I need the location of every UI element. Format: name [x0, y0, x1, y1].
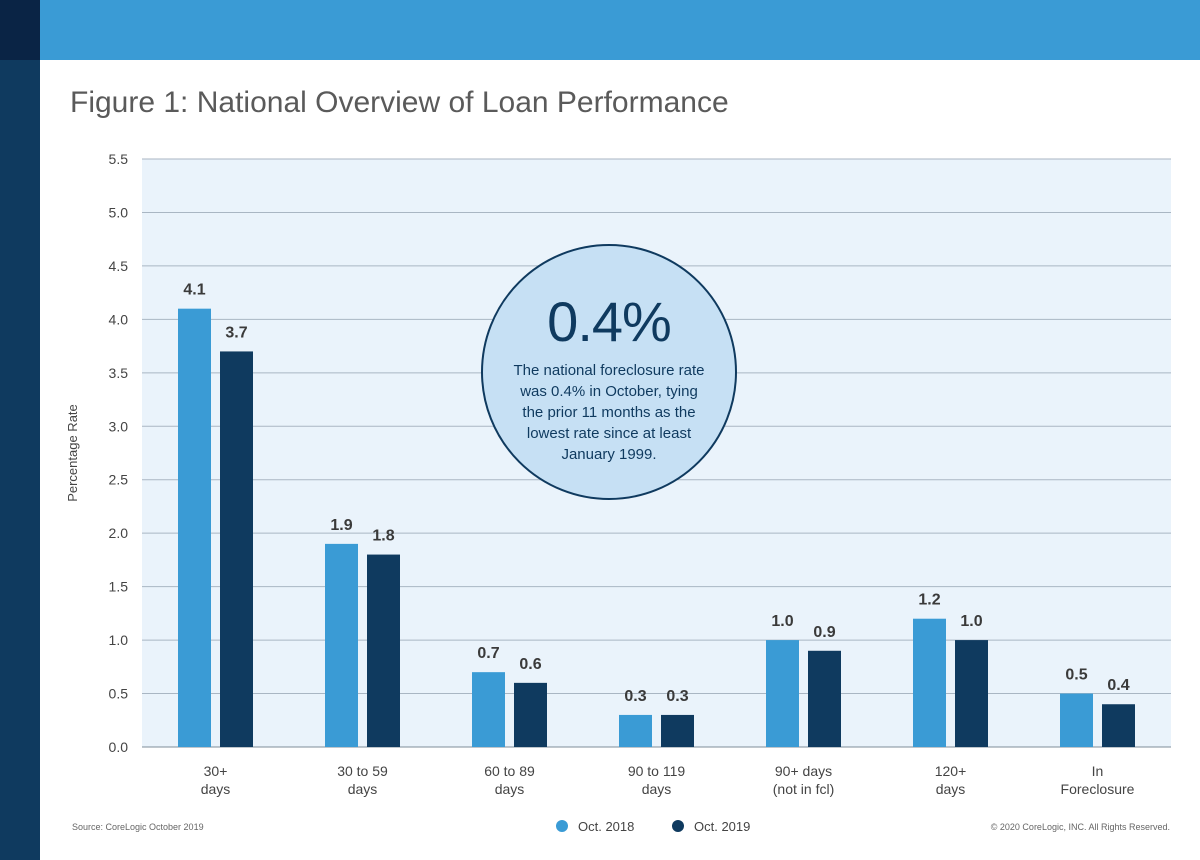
legend-dot-icon	[556, 820, 568, 832]
page-title: Figure 1: National Overview of Loan Perf…	[70, 86, 729, 119]
copyright-note: © 2020 CoreLogic, INC. All Rights Reserv…	[990, 822, 1170, 832]
bar-oct-2018	[1060, 693, 1093, 747]
data-label: 1.8	[372, 528, 394, 545]
x-category-label: (not in fcl)	[773, 781, 834, 797]
x-category-label: 90 to 119	[628, 763, 686, 779]
y-tick-label: 4.0	[109, 311, 129, 327]
data-label: 0.5	[1065, 667, 1087, 684]
legend-item-oct-2018: Oct. 2018	[556, 819, 634, 834]
x-category-label: 30 to 59	[337, 763, 388, 779]
y-tick-label: 3.0	[109, 418, 129, 434]
bar-oct-2018	[913, 618, 946, 747]
data-label: 0.6	[519, 656, 541, 673]
bar-oct-2018	[178, 308, 211, 747]
legend-dot-icon	[672, 820, 684, 832]
x-category-label: Foreclosure	[1061, 781, 1135, 797]
bar-oct-2019	[661, 714, 694, 747]
x-category-label: 60 to 89	[484, 763, 535, 779]
x-category-label: days	[936, 781, 966, 797]
x-category-label: 120+	[935, 763, 967, 779]
legend-label: Oct. 2018	[578, 819, 635, 834]
y-tick-label: 0.5	[109, 686, 129, 702]
bar-oct-2018	[472, 672, 505, 747]
data-label: 1.0	[771, 613, 793, 630]
y-tick-label: 5.0	[109, 204, 129, 220]
data-label: 0.4	[1107, 677, 1129, 694]
top-banner	[0, 0, 1200, 60]
x-category-label: days	[495, 781, 525, 797]
bar-oct-2019	[955, 640, 988, 747]
y-tick-label: 5.5	[109, 151, 129, 167]
bar-oct-2019	[220, 351, 253, 747]
y-tick-label: 2.5	[109, 472, 129, 488]
bar-oct-2019	[514, 682, 547, 747]
data-label: 1.2	[918, 592, 940, 609]
data-label: 0.3	[624, 688, 646, 705]
data-label: 0.9	[813, 624, 835, 641]
y-tick-label: 0.0	[109, 739, 129, 755]
data-label: 1.9	[330, 517, 352, 534]
x-category-label: In	[1092, 763, 1104, 779]
x-category-label: days	[201, 781, 231, 797]
callout-percentage: 0.4%	[547, 290, 672, 353]
side-banner	[0, 60, 40, 860]
bar-oct-2018	[619, 714, 652, 747]
chart-legend: Oct. 2018 Oct. 2019	[556, 819, 784, 834]
x-category-label: 30+	[204, 763, 228, 779]
x-category-label: 90+ days	[775, 763, 832, 779]
legend-item-oct-2019: Oct. 2019	[672, 819, 750, 834]
bar-oct-2018	[325, 543, 358, 747]
y-tick-label: 2.0	[109, 525, 129, 541]
x-category-label: days	[642, 781, 672, 797]
legend-label: Oct. 2019	[694, 819, 751, 834]
source-note: Source: CoreLogic October 2019	[72, 822, 204, 832]
y-axis-label: Percentage Rate	[65, 404, 80, 502]
bar-oct-2019	[808, 650, 841, 747]
data-label: 1.0	[960, 613, 982, 630]
data-label: 0.3	[666, 688, 688, 705]
x-category-label: days	[348, 781, 378, 797]
y-tick-label: 4.5	[109, 258, 129, 274]
data-label: 4.1	[183, 282, 205, 299]
callout-circle: 0.4% The national foreclosure rate was 0…	[481, 244, 737, 500]
y-tick-label: 1.5	[109, 579, 129, 595]
callout-text: The national foreclosure rate was 0.4% i…	[513, 362, 705, 463]
data-label: 3.7	[225, 324, 247, 341]
bar-oct-2019	[1102, 704, 1135, 747]
y-tick-label: 1.0	[109, 632, 129, 648]
data-label: 0.7	[477, 645, 499, 662]
y-tick-label: 3.5	[109, 365, 129, 381]
bar-oct-2018	[766, 640, 799, 747]
bar-oct-2019	[367, 554, 400, 747]
top-corner-block	[0, 0, 40, 60]
